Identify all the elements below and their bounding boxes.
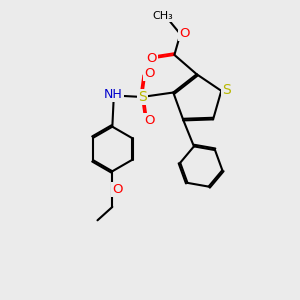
Text: S: S: [222, 82, 231, 97]
Text: CH₃: CH₃: [152, 11, 173, 21]
Text: O: O: [144, 67, 155, 80]
Text: O: O: [112, 183, 123, 196]
Text: S: S: [138, 90, 146, 104]
Text: O: O: [144, 114, 155, 127]
Text: O: O: [179, 27, 190, 40]
Text: O: O: [146, 52, 157, 65]
Text: NH: NH: [104, 88, 123, 101]
